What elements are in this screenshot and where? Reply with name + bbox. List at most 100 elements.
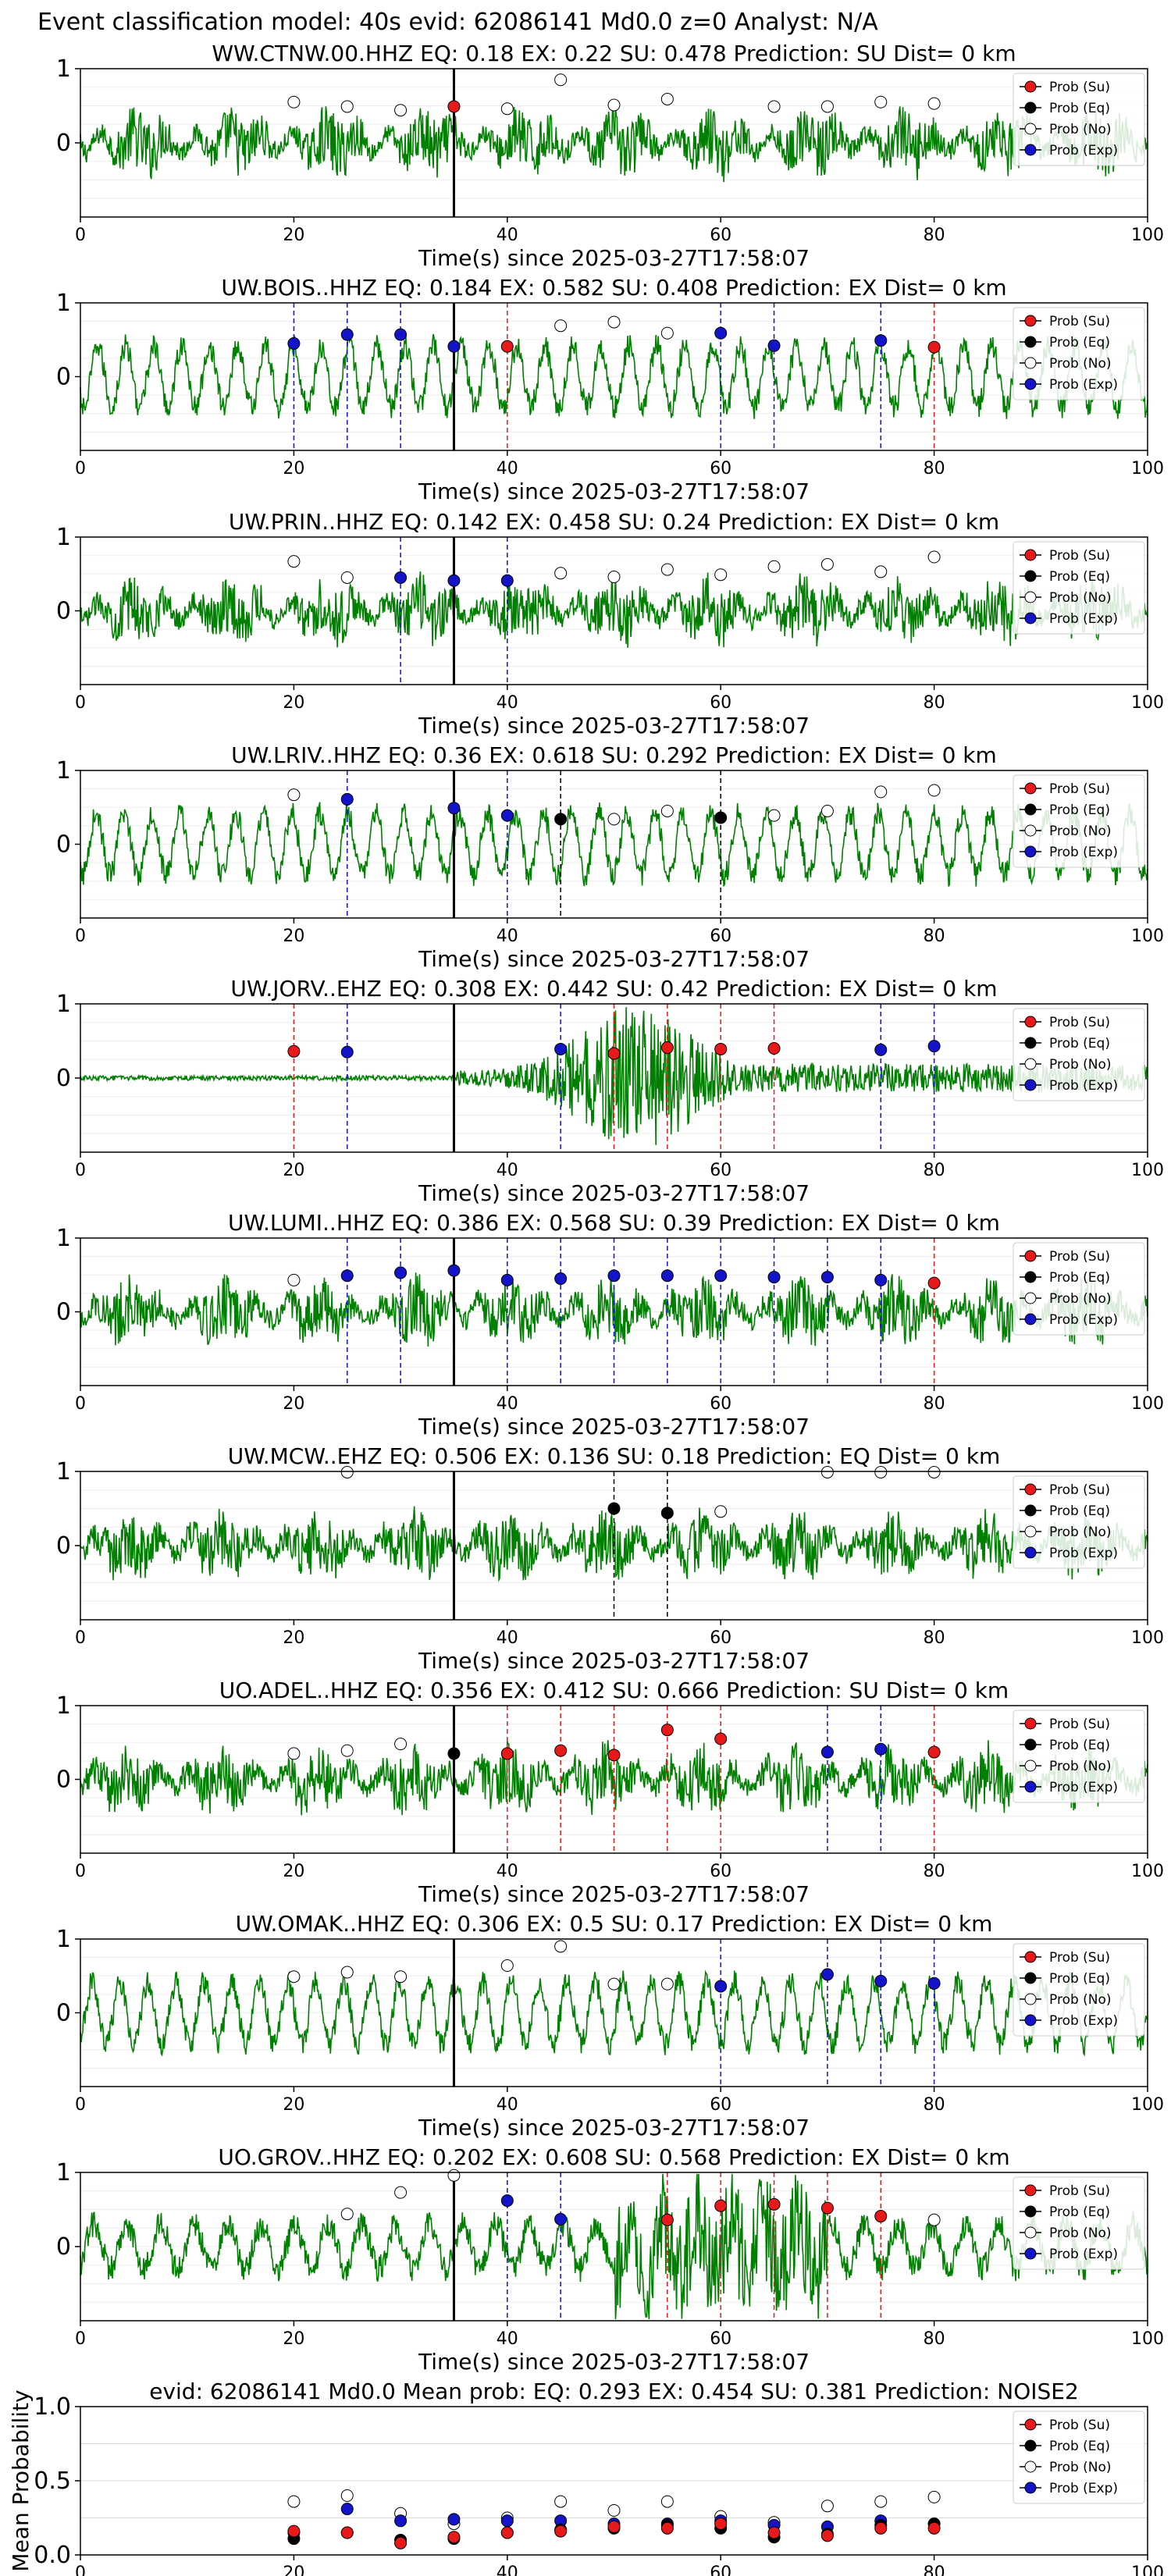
legend-marker	[1024, 336, 1037, 348]
legend-label: Prob (Eq)	[1049, 2439, 1110, 2454]
x-tick-label: 100	[1131, 1161, 1164, 1180]
legend: Prob (Su) Prob (Eq) Prob (No) Prob (Exp)	[1013, 1242, 1145, 1336]
prob-marker-su	[820, 2201, 834, 2215]
legend-label: Prob (Su)	[1049, 2418, 1110, 2433]
legend-label: Prob (No)	[1049, 1057, 1112, 1073]
subplot-3: UW.PRIN..HHZ EQ: 0.142 EX: 0.458 SU: 0.2…	[56, 509, 1164, 738]
y-tick-label: 0	[56, 1065, 71, 1092]
prob-marker-no	[767, 560, 781, 573]
x-axis-label: Time(s) since 2025-03-27T17:58:07	[418, 1881, 810, 1907]
y-tick-label: 1	[56, 290, 71, 317]
prob-marker-exp	[447, 2513, 461, 2526]
legend-label: Prob (Exp)	[1049, 1546, 1118, 1561]
prob-marker-exp	[340, 1045, 354, 1059]
prob-marker-no	[287, 1970, 301, 1984]
y-tick-label: 0	[56, 130, 71, 157]
subplot-1: WW.CTNW.00.HHZ EQ: 0.18 EX: 0.22 SU: 0.4…	[56, 41, 1164, 271]
subplot-title: UO.ADEL..HHZ EQ: 0.356 EX: 0.412 SU: 0.6…	[219, 1678, 1009, 1703]
x-tick-label: 100	[1131, 2329, 1164, 2349]
subplot-10: UO.GROV..HHZ EQ: 0.202 EX: 0.608 SU: 0.5…	[56, 2144, 1164, 2375]
prob-marker-no	[554, 1940, 568, 1953]
subplot-title: UW.PRIN..HHZ EQ: 0.142 EX: 0.458 SU: 0.2…	[229, 509, 999, 535]
legend-marker	[1024, 824, 1037, 837]
legend-box	[1013, 1008, 1145, 1101]
prob-marker-exp	[767, 339, 781, 352]
prob-marker-no	[500, 102, 514, 116]
y-axis-label: Mean Probability	[8, 2389, 34, 2571]
prob-marker-no	[607, 571, 621, 584]
legend-label: Prob (Eq)	[1049, 1738, 1110, 1753]
subplot-8: UO.ADEL..HHZ EQ: 0.356 EX: 0.412 SU: 0.6…	[56, 1678, 1164, 1907]
legend-marker	[1024, 570, 1037, 582]
prob-marker-no	[820, 2500, 834, 2513]
prob-marker-no	[394, 1970, 408, 1984]
prob-marker-no	[927, 2490, 941, 2503]
legend-label: Prob (Su)	[1049, 314, 1110, 329]
x-tick-label: 80	[924, 2329, 945, 2349]
legend-label: Prob (Exp)	[1049, 143, 1118, 158]
y-tick-label: 1	[56, 1926, 71, 1953]
prob-marker-exp	[554, 2212, 568, 2226]
x-tick-label: 20	[283, 2329, 304, 2349]
legend-label: Prob (Su)	[1049, 1482, 1110, 1498]
waveform-trace	[80, 571, 1148, 648]
legend-box	[1013, 1242, 1145, 1336]
legend-label: Prob (Su)	[1049, 1249, 1110, 1265]
subplot-title: UW.LUMI..HHZ EQ: 0.386 EX: 0.568 SU: 0.3…	[228, 1210, 1000, 1236]
y-tick-label: 0	[56, 364, 71, 391]
prob-marker-eq	[554, 813, 568, 826]
prob-marker-exp	[820, 1745, 834, 1759]
x-tick-label: 0	[75, 459, 86, 479]
x-tick-label: 40	[497, 1394, 518, 1414]
legend: Prob (Su) Prob (Eq) Prob (No) Prob (Exp)	[1013, 2176, 1145, 2270]
legend-marker	[1024, 1483, 1037, 1496]
prob-marker-no	[340, 1744, 354, 1757]
prob-marker-no	[287, 95, 301, 109]
x-tick-label: 40	[497, 1628, 518, 1648]
x-tick-label: 0	[75, 927, 86, 946]
prob-marker-su	[767, 2526, 781, 2539]
prob-marker-eq	[660, 1507, 674, 1520]
prob-marker-no	[287, 788, 301, 802]
prob-marker-no	[340, 2489, 354, 2502]
prob-marker-no	[394, 1738, 408, 1751]
x-tick-label: 20	[283, 1628, 304, 1648]
y-tick-label: 0	[56, 2000, 71, 2027]
legend-label: Prob (Su)	[1049, 1717, 1110, 1732]
x-tick-label: 40	[497, 693, 518, 713]
legend-marker	[1024, 1972, 1037, 1984]
prob-marker-su	[500, 1747, 514, 1760]
y-tick-label: 1	[56, 757, 71, 785]
x-tick-label: 60	[710, 2095, 731, 2115]
legend-marker	[1024, 1546, 1037, 1559]
subplot-title: UW.LRIV..HHZ EQ: 0.36 EX: 0.618 SU: 0.29…	[231, 742, 997, 768]
prob-marker-su	[874, 2521, 888, 2535]
prob-marker-no	[287, 555, 301, 568]
x-axis-label: Time(s) since 2025-03-27T17:58:07	[418, 1180, 810, 1206]
prob-marker-exp	[500, 574, 514, 587]
prob-marker-exp	[927, 1040, 941, 1053]
waveform-trace	[80, 802, 1148, 888]
prob-marker-su	[714, 2199, 728, 2212]
legend-label: Prob (Exp)	[1049, 1312, 1118, 1328]
x-tick-label: 0	[75, 1394, 86, 1414]
legend-label: Prob (No)	[1049, 122, 1112, 137]
prob-marker-exp	[927, 1976, 941, 1990]
x-tick-label: 80	[924, 2564, 945, 2576]
prob-marker-no	[607, 1977, 621, 1991]
x-tick-label: 60	[710, 226, 731, 245]
subplot-2: UW.BOIS..HHZ EQ: 0.184 EX: 0.582 SU: 0.4…	[56, 275, 1164, 504]
prob-marker-no	[660, 804, 674, 817]
x-tick-label: 0	[75, 1161, 86, 1180]
prob-marker-no	[660, 92, 674, 105]
prob-marker-no	[607, 2504, 621, 2517]
prob-marker-exp	[447, 340, 461, 353]
legend-label: Prob (Eq)	[1049, 335, 1110, 350]
legend-marker	[1024, 782, 1037, 795]
legend: Prob (Su) Prob (Eq) Prob (No) Prob (Exp)	[1013, 1943, 1145, 2037]
prob-marker-su	[447, 2531, 461, 2544]
prob-marker-no	[340, 2208, 354, 2221]
prob-marker-no	[500, 1959, 514, 1973]
legend-label: Prob (Eq)	[1049, 569, 1110, 585]
